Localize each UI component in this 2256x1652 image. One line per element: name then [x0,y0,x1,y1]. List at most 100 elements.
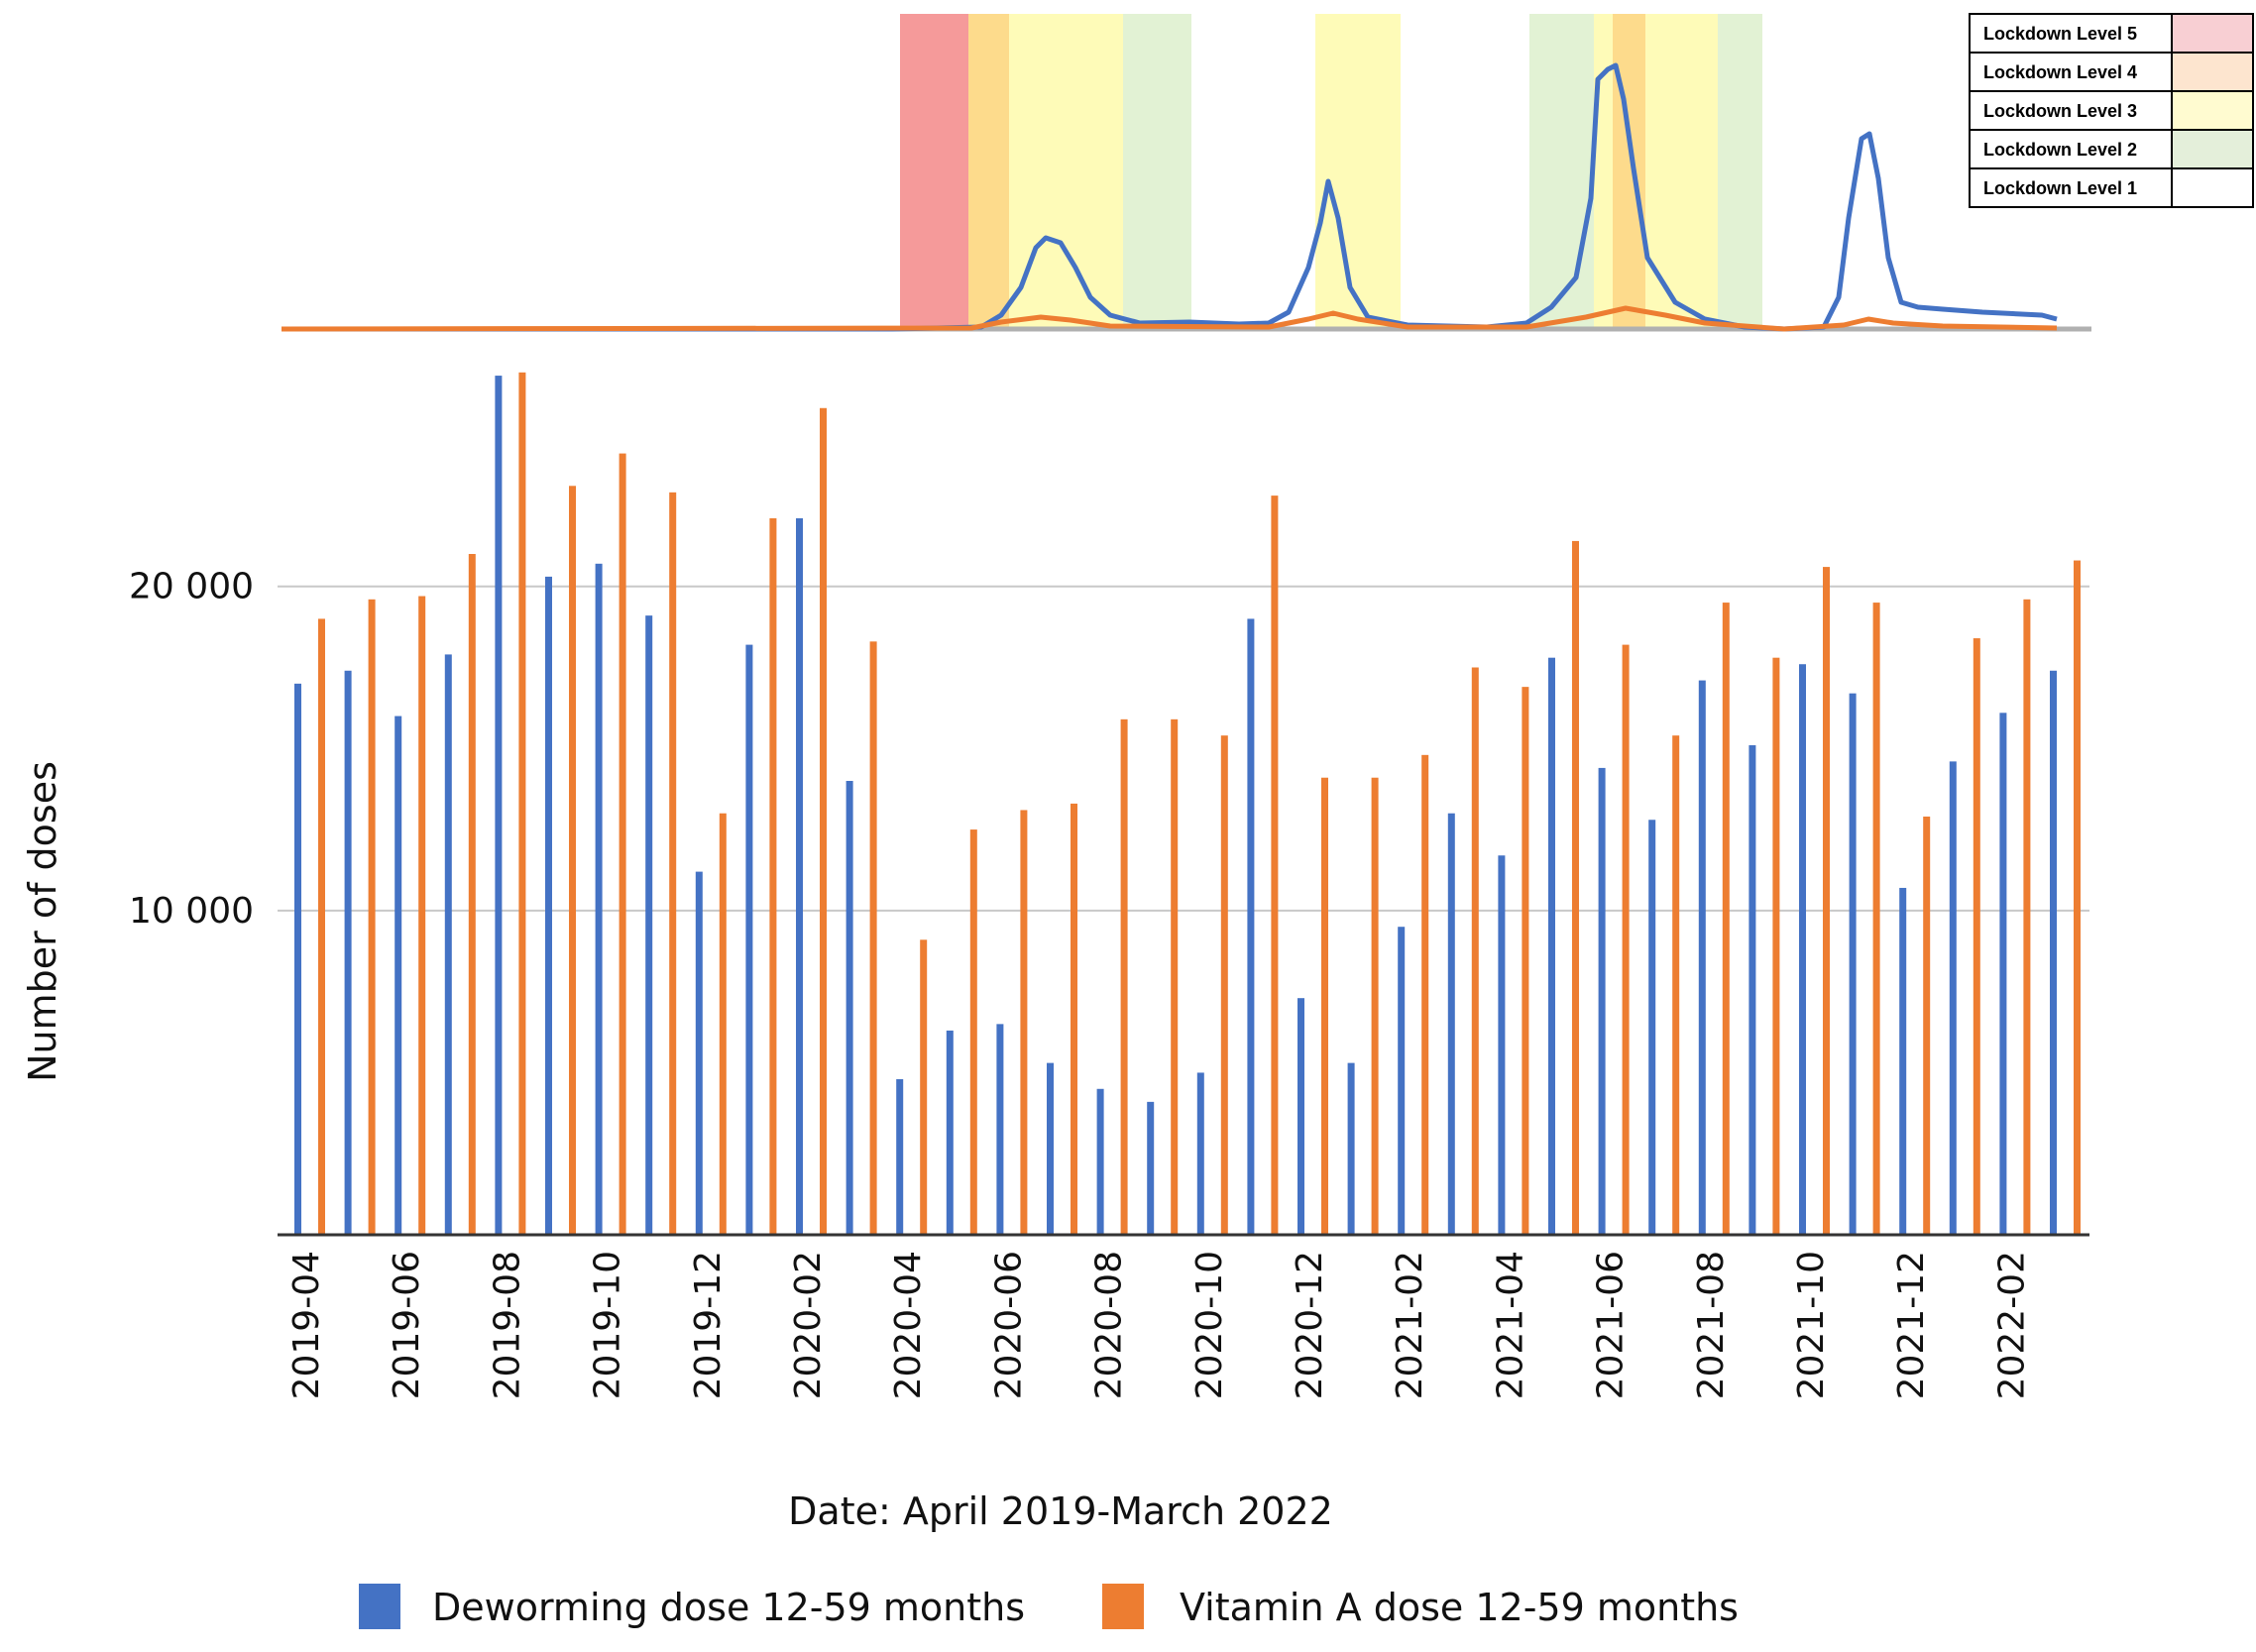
x-tick-label: 2019-04 [286,1251,327,1399]
bar-vitamin-a-2021-04 [1522,687,1529,1235]
x-tick-label: 2019-08 [487,1251,527,1399]
x-tick-label: 2021-02 [1390,1251,1430,1399]
y-tick-label: 10 000 [129,891,254,932]
bar-deworming-2020-07 [1047,1062,1054,1235]
bar-vitamin-a-2019-04 [318,618,325,1235]
bar-vitamin-a-2021-05 [1572,540,1579,1235]
bar-deworming-2020-05 [946,1030,954,1235]
bar-vitamin-a-2021-10 [1823,567,1830,1235]
x-tick-label: 2019-12 [688,1251,729,1399]
bars [294,372,2081,1236]
bar-vitamin-a-2021-09 [1772,657,1780,1235]
bar-vitamin-a-2022-01 [1973,638,1980,1235]
x-tick-label: 2020-12 [1290,1251,1330,1399]
bar-deworming-2019-09 [545,576,552,1235]
bar-vitamin-a-2020-10 [1220,735,1228,1235]
bar-deworming-2021-06 [1598,767,1606,1235]
x-tick-label: 2019-10 [588,1251,628,1399]
bar-vitamin-a-2019-12 [719,813,727,1235]
legend-label-vitamin-a: Vitamin A dose 12-59 months [1180,1586,1739,1629]
band-level2-c [1718,14,1762,329]
bar-deworming-2019-07 [444,654,452,1235]
x-tick-label: 2021-12 [1891,1251,1932,1399]
lockdown-legend-swatch [2171,13,2254,54]
bar-deworming-2020-09 [1147,1101,1155,1235]
bar-deworming-2020-01 [745,644,753,1235]
lockdown-legend-label: Lockdown Level 3 [1983,101,2137,121]
bar-vitamin-a-2020-12 [1321,777,1328,1235]
bar-vitamin-a-2021-08 [1722,603,1730,1235]
bar-vitamin-a-2019-06 [418,596,426,1235]
bar-deworming-2021-11 [1849,693,1857,1235]
bar-deworming-2021-02 [1398,927,1406,1235]
bar-vitamin-a-2019-07 [468,554,476,1235]
bar-vitamin-a-2020-04 [920,939,928,1235]
bar-vitamin-a-2021-12 [1923,816,1931,1235]
covid-deaths-line [281,305,2058,332]
bar-vitamin-a-2020-07 [1071,803,1077,1235]
bar-vitamin-a-2019-10 [619,453,626,1236]
lockdown-legend-row [1969,129,2173,169]
x-tick-label: 2021-04 [1490,1251,1530,1399]
bar-vitamin-a-2020-02 [820,407,827,1235]
lockdown-legend-swatch [2171,129,2254,169]
lockdown-legend-label: Lockdown Level 2 [1983,140,2137,160]
bar-deworming-2019-10 [595,563,603,1235]
bar-vitamin-a-2021-07 [1672,735,1680,1235]
lockdown-legend-row [1969,13,2173,54]
legend-swatch-vitamin-a [1102,1584,1144,1629]
bar-deworming-2019-11 [645,615,653,1235]
bar-vitamin-a-2019-08 [518,372,526,1235]
band-level2-b [1529,14,1594,329]
lockdown-legend-row [1969,167,2173,208]
bar-deworming-2022-01 [1949,761,1957,1235]
x-tick-label: 2020-10 [1189,1251,1230,1399]
bar-deworming-2019-08 [495,376,503,1236]
x-tick-label: 2021-08 [1691,1251,1732,1399]
bar-deworming-2019-05 [344,670,352,1235]
bar-vitamin-a-2020-09 [1171,718,1179,1235]
bar-vitamin-a-2021-06 [1622,644,1630,1235]
bar-vitamin-a-2021-11 [1872,603,1880,1235]
bar-deworming-2021-09 [1748,745,1756,1235]
series-legend: Deworming dose 12-59 months Vitamin A do… [359,1584,1739,1629]
bar-deworming-2021-03 [1447,813,1455,1235]
bar-deworming-2021-04 [1498,855,1506,1235]
x-tick-label: 2020-02 [788,1251,829,1399]
lockdown-legend: Lockdown Level 5 Lockdown Level 4 Lockdown… [1969,13,2254,208]
band-level3-c [1594,14,1613,329]
bar-vitamin-a-2020-11 [1271,496,1279,1236]
band-level3-b [1315,14,1401,329]
bar-deworming-2020-08 [1096,1088,1104,1235]
bar-deworming-2019-06 [395,716,402,1235]
bar-deworming-2020-06 [996,1024,1004,1235]
bar-deworming-2020-02 [796,518,803,1235]
bar-vitamin-a-2019-09 [569,486,576,1235]
bar-deworming-2021-10 [1799,664,1806,1235]
x-tick-label: 2019-06 [387,1251,427,1399]
bar-deworming-2022-02 [1999,713,2007,1235]
bar-vitamin-a-2019-05 [368,599,376,1235]
x-tick-labels: 2019-04 2019-06 2019-08 2019-10 2019-12 2020-… [286,1251,2032,1399]
band-level3-a [1009,14,1123,329]
bar-deworming-2021-05 [1548,657,1555,1235]
lockdown-legend-swatch [2171,167,2254,208]
y-tick-label: 20 000 [129,567,254,607]
bar-vitamin-a-2020-01 [769,518,777,1235]
x-tick-label: 2020-04 [888,1251,929,1399]
band-level3-d [1645,14,1718,329]
bar-vitamin-a-2021-03 [1471,667,1479,1235]
lockdown-legend-swatch [2171,52,2254,92]
bar-deworming-2021-08 [1698,680,1706,1235]
bar-deworming-2020-11 [1247,618,1255,1235]
band-level4-b [1613,14,1645,329]
bar-vitamin-a-2022-03 [2074,560,2081,1235]
y-axis-label: Number of doses [21,761,64,1082]
bar-vitamin-a-2021-02 [1421,754,1429,1235]
legend-label-deworming: Deworming dose 12-59 months [432,1586,1025,1629]
bar-vitamin-a-2020-08 [1120,718,1128,1235]
bar-deworming-2020-03 [846,781,853,1235]
x-tick-label: 2021-10 [1791,1251,1832,1399]
band-level4-a [968,14,1009,329]
